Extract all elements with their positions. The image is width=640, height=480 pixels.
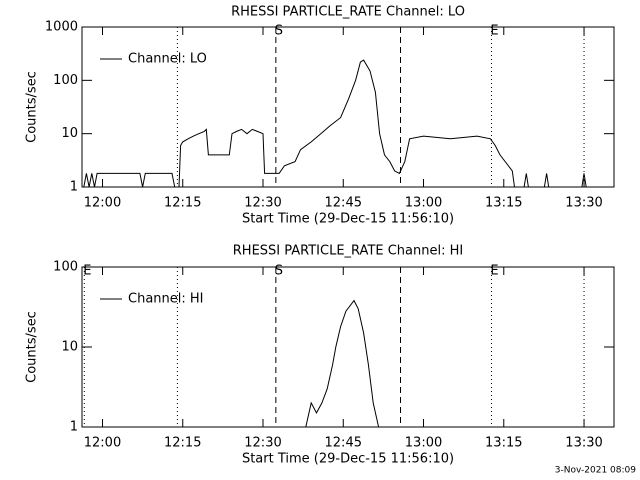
y-tick-label: 10: [61, 340, 78, 355]
x-tick-label: 12:30: [244, 196, 281, 211]
x-tick-label: 13:00: [405, 436, 442, 451]
x-axis-label: Start Time (29-Dec-15 11:56:10): [242, 452, 454, 467]
x-tick-label: 13:15: [485, 196, 522, 211]
marker-label: S: [275, 24, 283, 39]
marker-label: S: [275, 264, 283, 279]
x-tick-label: 12:15: [164, 196, 201, 211]
x-tick-label: 13:30: [565, 196, 602, 211]
x-tick-label: 12:45: [325, 436, 362, 451]
plot-frame: [81, 26, 615, 188]
marker-label: E: [490, 264, 498, 279]
x-tick-label: 13:15: [485, 436, 522, 451]
marker-label: E: [83, 264, 91, 279]
legend-label: Channel: LO: [128, 52, 207, 67]
y-tick-label: 10: [61, 126, 78, 141]
y-tick-label: 1: [70, 420, 78, 435]
y-tick-label: 1: [70, 180, 78, 195]
x-tick-label: 13:30: [565, 436, 602, 451]
x-tick-label: 12:30: [244, 436, 281, 451]
chart-title: RHESSI PARTICLE_RATE Channel: HI: [233, 244, 463, 259]
y-tick-label: 100: [53, 73, 78, 88]
x-axis-label: Start Time (29-Dec-15 11:56:10): [242, 212, 454, 227]
y-tick-label: 1000: [45, 20, 78, 35]
x-tick-label: 12:00: [84, 196, 121, 211]
y-axis-label: Counts/sec: [25, 311, 40, 383]
footer-date: 3-Nov-2021 08:09: [555, 466, 637, 476]
x-tick-label: 12:00: [84, 436, 121, 451]
chart-title: RHESSI PARTICLE_RATE Channel: LO: [231, 5, 465, 20]
data-line: [83, 59, 614, 188]
x-tick-label: 13:00: [405, 196, 442, 211]
x-tick-label: 12:15: [164, 436, 201, 451]
marker-label: E: [490, 24, 498, 39]
x-tick-label: 12:45: [325, 196, 362, 211]
data-line: [305, 299, 380, 428]
legend-label: Channel: HI: [128, 292, 204, 307]
y-tick-label: 100: [53, 260, 78, 275]
y-axis-label: Counts/sec: [25, 71, 40, 143]
